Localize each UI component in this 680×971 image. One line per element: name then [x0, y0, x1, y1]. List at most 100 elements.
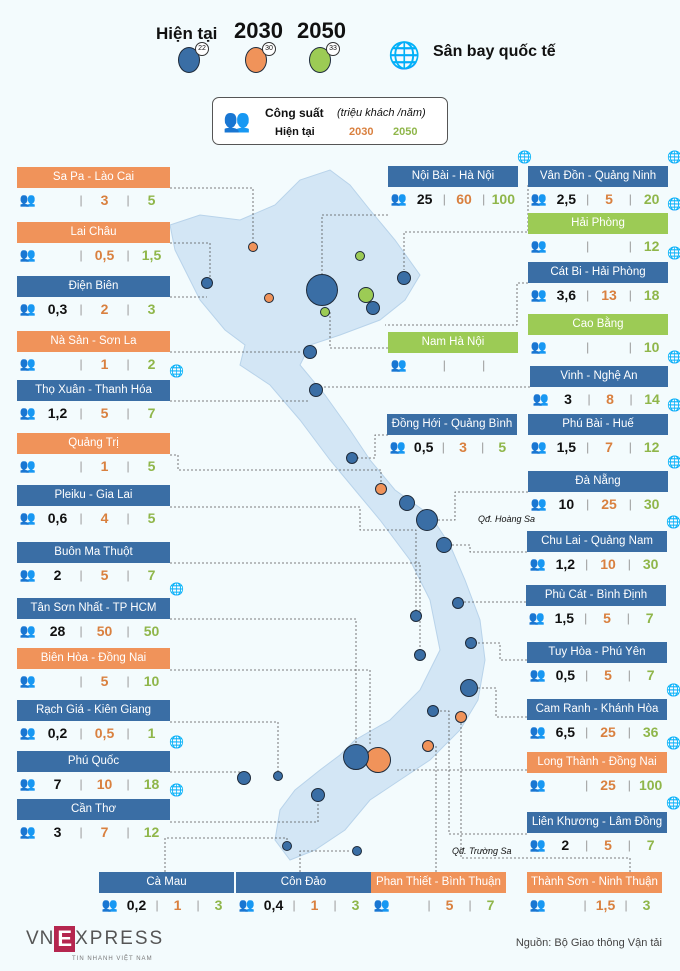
divider: | [126, 568, 130, 582]
airport-capacity: 👥 0,5 | 3 | 5 [387, 435, 517, 459]
airport-name: Pleiku - Gia Lai [17, 485, 170, 506]
capacity-2050: 2050 [393, 126, 418, 138]
people-icon: 👥 [19, 301, 37, 316]
airport-name: Tuy Hòa - Phú Yên [527, 642, 667, 663]
airport-name: Phú Quốc [17, 751, 170, 772]
airport-marker [320, 307, 330, 317]
people-icon: 👥 [19, 725, 37, 740]
divider: | [586, 340, 590, 354]
divider: | [79, 726, 83, 740]
airport-name: Chu Lai - Quảng Nam [527, 531, 667, 552]
divider: | [292, 898, 296, 912]
divider: | [468, 898, 472, 912]
airport-card: Cà Mau 👥 0,2 | 1 | 3 [99, 872, 234, 917]
capacity-current: 3 [53, 824, 62, 840]
divider: | [442, 192, 446, 206]
airport-marker [375, 483, 387, 495]
logo-subtitle: TIN NHANH VIỆT NAM [72, 956, 153, 962]
airport-capacity: 👥 | | [388, 353, 518, 377]
people-icon: 👥 [529, 724, 547, 739]
legend-badge: 33 [326, 42, 340, 56]
capacity-2030: 1,5 [595, 897, 616, 913]
airport-capacity: 👥 2 | 5 | 7 [17, 563, 170, 587]
airport-name: Cần Thơ [17, 799, 170, 820]
globe-plane-icon: 🌐 [666, 683, 680, 697]
capacity-2050: 12 [643, 238, 660, 254]
airport-name: Quảng Trị [17, 433, 170, 454]
divider: | [79, 302, 83, 316]
capacity-2030: 1 [173, 897, 182, 913]
airport-capacity: 👥 3,6 | 13 | 18 [528, 283, 668, 307]
divider: | [627, 778, 631, 792]
people-icon: 👥 [528, 610, 546, 625]
divider: | [585, 838, 589, 852]
airport-name: Nam Hà Nội [388, 332, 518, 353]
capacity-2050: 36 [642, 724, 659, 740]
people-icon: 👥 [530, 439, 548, 454]
capacity-2030: 2 [100, 301, 109, 317]
divider: | [79, 624, 83, 638]
airport-name: Tân Sơn Nhất - TP HCM [17, 598, 170, 619]
capacity-current: 25 [416, 191, 433, 207]
divider: | [126, 726, 130, 740]
airport-marker [282, 841, 292, 851]
people-icon: 👥 [19, 458, 37, 473]
capacity-2030: 4 [100, 510, 109, 526]
divider: | [442, 358, 446, 372]
capacity-2050: 7 [147, 405, 156, 421]
globe-plane-icon: 🌐 [666, 515, 680, 529]
divider: | [627, 838, 631, 852]
people-icon: 👥 [529, 837, 547, 852]
airport-name: Cát Bi - Hải Phòng [528, 262, 668, 283]
capacity-2030: 7 [605, 439, 613, 455]
divider: | [583, 898, 587, 912]
airport-card: Nội Bài - Hà Nội 🌐 👥 25 | 60 | 100 [388, 151, 532, 211]
divider: | [624, 898, 628, 912]
capacity-2050: 14 [644, 391, 660, 407]
airport-capacity: 👥 3 | 7 | 12 [17, 820, 170, 844]
capacity-2050: 18 [143, 776, 160, 792]
capacity-2050: 7 [646, 837, 655, 853]
airport-name: Vinh - Nghệ An [530, 366, 668, 387]
airport-marker [397, 271, 411, 285]
capacity-2030: 5 [100, 405, 109, 421]
capacity-2050: 100 [638, 777, 663, 793]
divider: | [586, 239, 590, 253]
divider: | [126, 193, 130, 207]
airport-capacity: 👥 6,5 | 25 | 36 [527, 720, 667, 744]
capacity-2050: 18 [643, 287, 660, 303]
airport-card: Tân Sơn Nhất - TP HCM 🌐 👥 28 | 50 | 50 [17, 583, 184, 643]
truong-sa-label: Qđ. Trường Sa [452, 846, 512, 856]
divider: | [481, 440, 485, 454]
airport-card: Cao Bằng 👥 | | 10 [528, 314, 668, 359]
airport-marker [201, 277, 213, 289]
capacity-2050: 7 [646, 667, 655, 683]
airport-card: Lai Châu 👥 | 0,5 | 1,5 [17, 222, 170, 267]
capacity-current: 7 [53, 776, 62, 792]
airport-name: Cao Bằng [528, 314, 668, 335]
airport-marker [455, 711, 467, 723]
divider: | [627, 668, 631, 682]
globe-plane-icon: 🌐 [169, 735, 184, 749]
globe-plane-icon: 🌐 [517, 150, 532, 164]
people-icon: 👥 [19, 405, 37, 420]
capacity-current: 28 [49, 623, 66, 639]
airport-marker [414, 649, 426, 661]
airport-marker [465, 637, 477, 649]
globe-plane-icon: 🌐 [388, 40, 421, 70]
divider: | [587, 392, 591, 406]
people-icon: 👥 [389, 439, 407, 454]
airport-marker [311, 788, 325, 802]
airport-card: Phú Bài - Huế 🌐 👥 1,5 | 7 | 12 [528, 399, 680, 459]
vnexpress-logo: VN E XPRESS [26, 926, 165, 952]
airport-capacity: 👥 0,5 | 5 | 7 [527, 663, 667, 687]
divider: | [586, 288, 590, 302]
capacity-2050: 50 [143, 623, 160, 639]
map-shape [169, 169, 486, 861]
people-icon: 👥 [19, 247, 37, 262]
airport-name: Long Thành - Đồng Nai [527, 752, 667, 773]
airport-marker [366, 301, 380, 315]
globe-plane-icon: 🌐 [169, 582, 184, 596]
airport-marker [365, 747, 391, 773]
divider: | [126, 674, 130, 688]
